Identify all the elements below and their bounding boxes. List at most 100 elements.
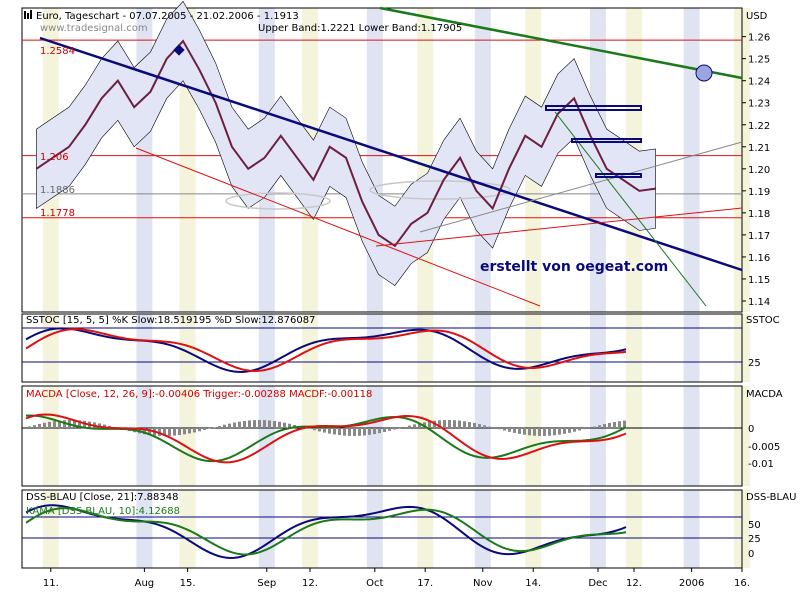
x-axis-label: Sep bbox=[257, 578, 276, 589]
background-stripe bbox=[43, 386, 59, 486]
background-stripe bbox=[525, 386, 541, 486]
macda-title-text: MACDA [Close, 12, 26, 9]:-0.00406 Trigge… bbox=[26, 389, 372, 400]
x-axis-label: 2006 bbox=[679, 578, 704, 589]
x-axis-label: 16. bbox=[734, 578, 750, 589]
macdf-bar bbox=[568, 428, 571, 433]
macda-axis-tick-label: 0 bbox=[748, 424, 754, 435]
background-stripe bbox=[626, 490, 642, 568]
macdf-bar bbox=[253, 420, 256, 428]
macdf-bar bbox=[198, 428, 201, 431]
background-stripe bbox=[626, 386, 642, 486]
macdf-bar bbox=[603, 424, 606, 428]
sstoc-title-text: SSTOC [15, 5, 5] %K Slow:18.519195 %D Sl… bbox=[26, 315, 315, 326]
background-stripe bbox=[259, 490, 275, 568]
macdf-bar bbox=[233, 423, 236, 428]
dss-title-text: DSS-BLAU [Close, 21]:7.88348 bbox=[26, 492, 179, 503]
sstoc-axis-tick-label: 25 bbox=[748, 358, 761, 369]
macdf-bar bbox=[243, 421, 246, 428]
price-axis-label: 1.15 bbox=[748, 275, 770, 286]
macdf-bar bbox=[528, 428, 531, 435]
background-stripe bbox=[475, 386, 491, 486]
macdf-bar bbox=[178, 428, 181, 435]
level-label-mid: 1.206 bbox=[40, 152, 69, 163]
x-axis-label: 12. bbox=[626, 578, 642, 589]
macdf-bar bbox=[458, 421, 461, 428]
background-stripe bbox=[136, 386, 152, 486]
background-stripe bbox=[590, 314, 606, 382]
x-axis-label: 15. bbox=[180, 578, 196, 589]
macdf-bar bbox=[538, 428, 541, 436]
price-axis-label: 1.14 bbox=[748, 297, 770, 308]
macdf-bar bbox=[48, 422, 51, 428]
macdf-bar bbox=[333, 428, 336, 434]
background-stripe bbox=[367, 314, 383, 382]
background-stripe bbox=[590, 490, 606, 568]
x-axis-label: 12. bbox=[302, 578, 318, 589]
level-label-1886: 1.1886 bbox=[40, 185, 75, 196]
macdf-bar bbox=[348, 428, 351, 436]
macdf-bar bbox=[263, 420, 266, 428]
macdf-bar bbox=[413, 424, 416, 428]
x-axis-label: Dec bbox=[588, 578, 607, 589]
sstoc-axis-label: SSTOC bbox=[746, 315, 780, 326]
macdf-bar bbox=[488, 427, 491, 428]
background-stripe bbox=[180, 386, 196, 486]
macdf-bar bbox=[218, 426, 221, 428]
macdf-bar bbox=[468, 422, 471, 428]
macdf-bar bbox=[323, 428, 326, 433]
price-axis-label: 1.26 bbox=[748, 33, 770, 44]
macdf-bar bbox=[598, 425, 601, 428]
background-stripe bbox=[417, 314, 433, 382]
price-axis-label: 1.19 bbox=[748, 187, 770, 198]
macdf-bar bbox=[608, 423, 611, 428]
macdf-bar bbox=[563, 428, 566, 434]
macdf-bar bbox=[388, 428, 391, 431]
macdf-bar bbox=[593, 427, 596, 428]
x-axis-label: 14. bbox=[525, 578, 541, 589]
macdf-bar bbox=[353, 428, 356, 436]
background-stripe bbox=[684, 490, 700, 568]
macdf-bar bbox=[358, 428, 361, 436]
macdf-bar bbox=[523, 428, 526, 435]
sstoc-title: SSTOC [15, 5, 5] %K Slow:18.519195 %D Sl… bbox=[26, 315, 315, 326]
price-axis-label: 1.21 bbox=[748, 143, 770, 154]
dss-axis-label: DSS-BLAU bbox=[746, 492, 796, 503]
macdf-bar bbox=[278, 422, 281, 428]
dss-axis-tick-label: 50 bbox=[748, 520, 761, 531]
macdf-bar bbox=[578, 428, 581, 430]
macdf-bar bbox=[283, 423, 286, 428]
x-axis-label: Oct bbox=[366, 578, 383, 589]
macdf-bar bbox=[383, 428, 386, 432]
macdf-bar bbox=[203, 428, 206, 430]
macdf-bar bbox=[583, 428, 586, 429]
macdf-bar bbox=[213, 427, 216, 428]
background-stripe bbox=[525, 490, 541, 568]
level-label-high: 1.2584 bbox=[40, 46, 75, 57]
background-stripe bbox=[302, 386, 318, 486]
background-stripe bbox=[417, 8, 433, 312]
macdf-bar bbox=[448, 420, 451, 428]
macdf-bar bbox=[483, 425, 486, 428]
macdf-bar bbox=[313, 428, 316, 430]
price-axis-label: 1.18 bbox=[748, 209, 770, 220]
macda-axis-tick-label: -0.01 bbox=[748, 459, 774, 470]
background-stripe bbox=[684, 8, 700, 312]
macdf-bar bbox=[258, 420, 261, 428]
macdf-bar bbox=[503, 428, 506, 431]
price-axis-label: 1.25 bbox=[748, 55, 770, 66]
macdf-bar bbox=[408, 426, 411, 428]
macdf-bar bbox=[393, 428, 396, 430]
watermark: erstellt von oegeat.com bbox=[480, 259, 668, 275]
macdf-bar bbox=[363, 428, 366, 435]
macdf-bar bbox=[508, 428, 511, 432]
macdf-bar bbox=[248, 420, 251, 428]
macda-title: MACDA [Close, 12, 26, 9]:-0.00406 Trigge… bbox=[26, 389, 372, 400]
title-line: Euro, Tageschart - 07.07.2005 - 21.02.20… bbox=[36, 11, 299, 22]
background-stripe bbox=[367, 386, 383, 486]
price-unit-label: USD bbox=[746, 11, 768, 22]
macdf-bar bbox=[543, 428, 546, 436]
macdf-bar bbox=[498, 428, 501, 429]
macdf-bar bbox=[173, 428, 176, 436]
